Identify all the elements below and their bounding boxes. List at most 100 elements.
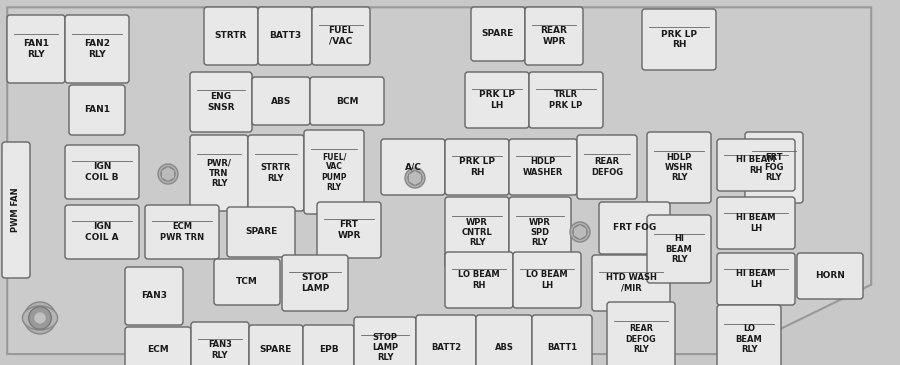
Circle shape [29,307,51,329]
Circle shape [405,168,425,188]
Text: PWM FAN: PWM FAN [12,188,21,232]
FancyBboxPatch shape [592,255,670,311]
Text: LO BEAM
RH: LO BEAM RH [458,270,500,289]
FancyBboxPatch shape [717,253,795,305]
Text: WPR
SPD
RLY: WPR SPD RLY [529,218,551,247]
Text: ENG
SNSR: ENG SNSR [207,92,235,112]
Circle shape [570,222,590,242]
FancyBboxPatch shape [248,135,304,211]
FancyBboxPatch shape [717,197,795,249]
FancyBboxPatch shape [125,267,183,325]
FancyBboxPatch shape [445,252,513,308]
Text: IGN
COIL B: IGN COIL B [86,162,119,181]
FancyBboxPatch shape [145,205,219,259]
FancyBboxPatch shape [532,315,592,365]
Text: FRT
FOG
RLY: FRT FOG RLY [764,153,784,182]
Text: FRT FOG: FRT FOG [613,223,656,233]
FancyBboxPatch shape [445,139,509,195]
FancyBboxPatch shape [525,7,583,65]
FancyBboxPatch shape [513,252,581,308]
FancyBboxPatch shape [599,202,670,254]
Text: STRTR: STRTR [215,31,248,41]
FancyBboxPatch shape [125,327,191,365]
Text: SPARE: SPARE [482,30,514,38]
Text: IGN
COIL A: IGN COIL A [86,223,119,242]
FancyBboxPatch shape [190,135,248,211]
Text: BATT2: BATT2 [431,342,461,351]
Circle shape [161,167,175,181]
Polygon shape [573,224,587,239]
Text: REAR
DEFOG
RLY: REAR DEFOG RLY [626,324,656,354]
FancyBboxPatch shape [607,302,675,365]
FancyBboxPatch shape [476,315,532,365]
FancyBboxPatch shape [252,77,310,125]
Text: REAR
WPR: REAR WPR [541,27,567,46]
FancyBboxPatch shape [471,7,525,61]
FancyBboxPatch shape [204,7,258,65]
FancyBboxPatch shape [304,130,364,214]
Text: FAN3: FAN3 [141,292,167,300]
Text: ECM: ECM [147,346,169,354]
Text: BATT3: BATT3 [269,31,302,41]
FancyBboxPatch shape [509,197,571,268]
Text: FUEL/
VAC
PUMP
RLY: FUEL/ VAC PUMP RLY [321,153,347,192]
Text: HI BEAM
RH: HI BEAM RH [736,155,776,174]
Polygon shape [161,166,175,181]
FancyBboxPatch shape [214,259,280,305]
Text: PRK LP
RH: PRK LP RH [459,157,495,177]
FancyBboxPatch shape [577,135,637,199]
Text: HI BEAM
LH: HI BEAM LH [736,214,776,233]
FancyBboxPatch shape [65,205,139,259]
Text: FAN1
RLY: FAN1 RLY [23,39,49,58]
Text: PRK LP
RH: PRK LP RH [661,30,697,49]
Text: REAR
DEFOG: REAR DEFOG [591,157,623,177]
FancyBboxPatch shape [642,9,716,70]
FancyBboxPatch shape [249,325,303,365]
Text: TRLR
PRK LP: TRLR PRK LP [549,91,582,110]
Text: A/C: A/C [405,162,421,172]
FancyBboxPatch shape [258,7,312,65]
Circle shape [408,171,422,185]
FancyBboxPatch shape [65,15,129,83]
FancyBboxPatch shape [191,322,249,365]
FancyBboxPatch shape [647,215,711,283]
Text: SPARE: SPARE [245,227,277,237]
Text: FRT
WPR: FRT WPR [338,220,361,239]
Polygon shape [409,170,421,185]
Text: STOP
LAMP: STOP LAMP [301,273,329,292]
Polygon shape [7,7,871,354]
Text: ABS: ABS [271,96,292,105]
Ellipse shape [22,306,58,330]
Circle shape [158,164,178,184]
FancyBboxPatch shape [303,325,354,365]
Text: SPARE: SPARE [260,345,292,353]
Text: PRK LP
LH: PRK LP LH [479,91,515,110]
FancyBboxPatch shape [312,7,370,65]
Text: LO
BEAM
RLY: LO BEAM RLY [735,324,762,354]
FancyBboxPatch shape [797,253,863,299]
FancyBboxPatch shape [69,85,125,135]
FancyBboxPatch shape [381,139,445,195]
Text: HTD WASH
/MIR: HTD WASH /MIR [606,273,656,292]
Text: BCM: BCM [336,96,358,105]
Text: WPR
CNTRL
RLY: WPR CNTRL RLY [462,218,492,247]
Circle shape [29,307,51,329]
FancyBboxPatch shape [647,132,711,203]
Circle shape [34,312,46,324]
Text: ABS: ABS [495,342,513,351]
FancyBboxPatch shape [282,255,348,311]
Text: EPB: EPB [319,345,338,353]
Text: HDLP
WASHER: HDLP WASHER [523,157,563,177]
FancyBboxPatch shape [190,72,252,132]
FancyBboxPatch shape [717,305,781,365]
FancyBboxPatch shape [416,315,476,365]
Text: FUEL
/VAC: FUEL /VAC [328,27,354,46]
Circle shape [165,170,172,177]
FancyBboxPatch shape [317,202,381,258]
FancyBboxPatch shape [354,317,416,365]
FancyBboxPatch shape [227,207,295,257]
Circle shape [411,174,418,181]
Text: HDLP
WSHR
RLY: HDLP WSHR RLY [665,153,693,182]
Text: STRTR
RLY: STRTR RLY [261,164,292,182]
Circle shape [577,228,583,235]
